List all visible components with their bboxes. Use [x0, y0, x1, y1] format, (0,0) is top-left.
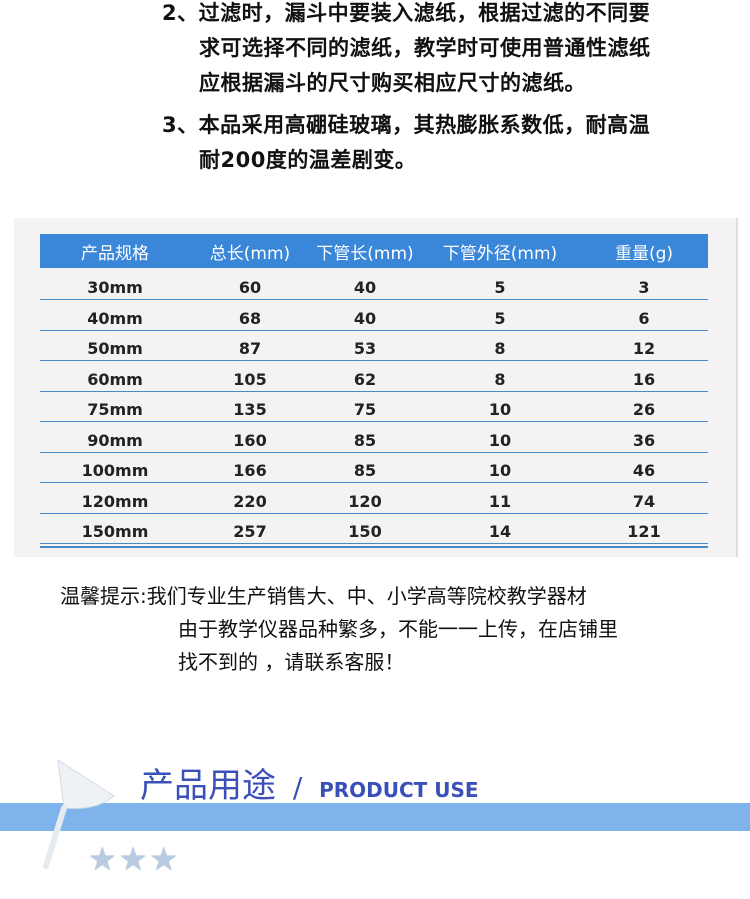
table-cell: 8	[494, 339, 506, 358]
table-row: 100mm 166 85 10 46	[40, 453, 708, 483]
section-title: 产品用途 / PRODUCT USE	[140, 758, 479, 807]
note-line: 过滤时，漏斗中要装入滤纸，根据过滤的不同要	[198, 1, 651, 25]
stars-icon: ★★★	[88, 840, 181, 878]
table-row: 40mm 68 40 5 6	[40, 301, 708, 331]
table-cell: 11	[488, 491, 512, 511]
header-cell: 总长(mm)	[209, 243, 291, 264]
table-row: 120mm 220 120 11 74	[40, 484, 708, 514]
table-cell: 3	[638, 278, 650, 297]
table-cell: 220	[233, 491, 267, 511]
table-cell: 53	[353, 339, 377, 358]
tip-label: 温馨提示:	[60, 584, 147, 608]
table-cell: 62	[353, 369, 377, 389]
table-cell: 74	[632, 491, 656, 511]
tip-line: 由于教学仪器品种繁多，不能一一上传，在店铺里	[178, 617, 618, 641]
table-cell: 85	[353, 430, 377, 450]
table-cell: 6	[638, 308, 650, 328]
table-cell: 121	[627, 522, 661, 541]
note-number: 3、	[162, 113, 199, 137]
table-cell: 26	[632, 400, 656, 419]
table-cell: 40	[353, 308, 377, 328]
note-3: 3、本品采用高硼硅玻璃，其热膨胀系数低，耐高温 耐200度的温差剧变。	[162, 108, 650, 178]
table-cell: 30mm	[87, 278, 143, 297]
table-cell: 135	[233, 400, 267, 419]
table-cell: 10	[488, 461, 512, 480]
table-cell: 68	[238, 308, 262, 328]
table-row: 60mm 105 62 8 16	[40, 362, 708, 392]
table-cell: 14	[488, 522, 512, 541]
table-cell: 100mm	[81, 461, 149, 480]
table-cell: 90mm	[87, 430, 143, 450]
header-cell: 重量(g)	[614, 243, 674, 264]
table-cell: 50mm	[87, 339, 143, 358]
tip-line: 我们专业生产销售大、中、小学高等院校教学器材	[146, 584, 587, 608]
table-cell: 10	[488, 400, 512, 419]
table-header: 产品规格 总长(mm) 下管长(mm) 下管外径(mm) 重量(g)	[40, 234, 708, 268]
header-cell: 产品规格	[81, 243, 149, 264]
note-2: 2、过滤时，漏斗中要装入滤纸，根据过滤的不同要 求可选择不同的滤纸，教学时可使用…	[162, 0, 651, 101]
tip: 温馨提示:我们专业生产销售大、中、小学高等院校教学器材 由于教学仪器品种繁多，不…	[60, 580, 618, 679]
table-row: 50mm 87 53 8 12	[40, 331, 708, 361]
table-cell: 5	[494, 278, 506, 297]
section-title-en: PRODUCT USE	[319, 778, 479, 802]
header-cell: 下管长(mm)	[316, 243, 414, 264]
note-line: 求可选择不同的滤纸，教学时可使用普通性滤纸	[199, 36, 651, 60]
note-number: 2、	[162, 1, 199, 25]
table-cell: 160	[233, 430, 267, 450]
table-cell: 87	[238, 339, 262, 358]
table-row: 150mm 257 150 14 121	[40, 514, 708, 544]
table-cell: 120mm	[81, 491, 149, 511]
header-cell: 下管外径(mm)	[442, 243, 558, 264]
table-row: 90mm 160 85 10 36	[40, 423, 708, 453]
table-cell: 5	[494, 308, 506, 328]
spec-table: 产品规格 总长(mm) 下管长(mm) 下管外径(mm) 重量(g) 30mm 6…	[14, 218, 738, 557]
table-cell: 40	[353, 278, 377, 297]
table-cell: 60mm	[87, 369, 143, 389]
table-cell: 120	[348, 491, 382, 511]
table-cell: 36	[632, 430, 656, 450]
note-line: 应根据漏斗的尺寸购买相应尺寸的滤纸。	[199, 71, 586, 95]
table-cell: 16	[632, 369, 656, 389]
table-row: 75mm 135 75 10 26	[40, 392, 708, 422]
note-line: 耐200度的温差剧变。	[199, 148, 417, 172]
table-row: 30mm 60 40 5 3	[40, 270, 708, 300]
table-cell: 166	[233, 461, 267, 480]
funnel-icon	[43, 759, 115, 869]
table-cell: 60	[238, 278, 262, 297]
section-title-cn: 产品用途	[140, 766, 276, 806]
table-bottom-line	[40, 546, 708, 548]
table-cell: 150mm	[81, 522, 149, 541]
table-cell: 75	[353, 400, 377, 419]
note-line: 本品采用高硼硅玻璃，其热膨胀系数低，耐高温	[198, 113, 651, 137]
table-cell: 10	[488, 430, 512, 450]
table-cell: 105	[233, 369, 267, 389]
table-cell: 8	[494, 369, 506, 389]
table-cell: 40mm	[87, 308, 143, 328]
table-cell: 85	[353, 461, 377, 480]
tip-line: 找不到的 ，请联系客服！	[178, 650, 405, 674]
table-cell: 257	[233, 522, 267, 541]
title-separator: /	[292, 771, 303, 804]
table-cell: 150	[348, 522, 382, 541]
table-cell: 12	[632, 339, 656, 358]
table-cell: 75mm	[87, 400, 143, 419]
table-cell: 46	[632, 461, 656, 480]
section-bar	[0, 803, 750, 831]
